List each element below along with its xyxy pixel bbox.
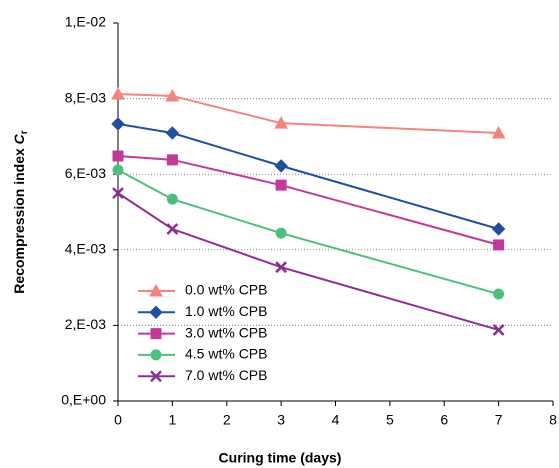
legend-marker	[150, 349, 162, 361]
series-line	[117, 192, 499, 331]
marker	[112, 187, 124, 199]
marker	[492, 324, 505, 336]
y-axis-symbol: C	[11, 133, 27, 144]
y-tick-label: 1,E-02	[65, 14, 106, 30]
legend-label: 4.5 wt% CPB	[185, 346, 267, 362]
marker	[111, 87, 125, 100]
x-tick-label: 3	[277, 412, 285, 428]
legend-label: 7.0 wt% CPB	[185, 367, 267, 383]
marker	[165, 88, 180, 102]
y-axis-title-text: Recompression index	[11, 148, 27, 294]
marker	[166, 154, 178, 166]
legend-marker	[149, 283, 163, 297]
marker	[275, 179, 287, 191]
series-line	[117, 93, 499, 134]
x-tick-label: 1	[168, 412, 176, 428]
x-tick-label: 0	[114, 412, 122, 428]
y-axis-subscript: r	[19, 130, 30, 134]
marker	[275, 261, 288, 274]
legend-marker	[149, 305, 163, 320]
legend-label: 0.0 wt% CPB	[185, 282, 267, 298]
legend-label: 1.0 wt% CPB	[185, 303, 267, 319]
series-line	[117, 155, 499, 246]
legend-label: 3.0 wt% CPB	[185, 324, 267, 340]
legend-marker	[150, 370, 162, 383]
x-tick-label: 6	[440, 412, 448, 428]
y-tick-label: 0,E+00	[61, 392, 106, 408]
legend-marker	[150, 328, 162, 340]
marker	[112, 150, 124, 162]
y-axis-title: Recompression index Cr	[11, 130, 30, 294]
series-line	[117, 169, 499, 295]
x-tick-label: 5	[386, 412, 394, 428]
marker	[493, 239, 505, 251]
marker	[274, 116, 288, 129]
marker	[166, 223, 179, 235]
y-tick-label: 2,E-03	[65, 316, 106, 332]
marker	[166, 193, 178, 205]
x-axis-title: Curing time (days)	[219, 450, 342, 466]
marker	[112, 164, 124, 176]
marker	[111, 117, 125, 131]
marker	[274, 159, 288, 173]
y-tick-label: 8,E-03	[65, 89, 106, 105]
marker	[491, 125, 506, 139]
x-tick-label: 7	[495, 412, 503, 428]
marker	[491, 222, 506, 236]
marker	[493, 288, 505, 300]
y-tick-label: 4,E-03	[65, 241, 106, 257]
marker	[275, 227, 287, 239]
series-line	[117, 122, 499, 230]
x-tick-label: 8	[549, 412, 557, 428]
marker	[165, 126, 180, 140]
x-tick-label: 4	[332, 412, 340, 428]
y-tick-label: 6,E-03	[65, 165, 106, 181]
x-tick-label: 2	[223, 412, 231, 428]
